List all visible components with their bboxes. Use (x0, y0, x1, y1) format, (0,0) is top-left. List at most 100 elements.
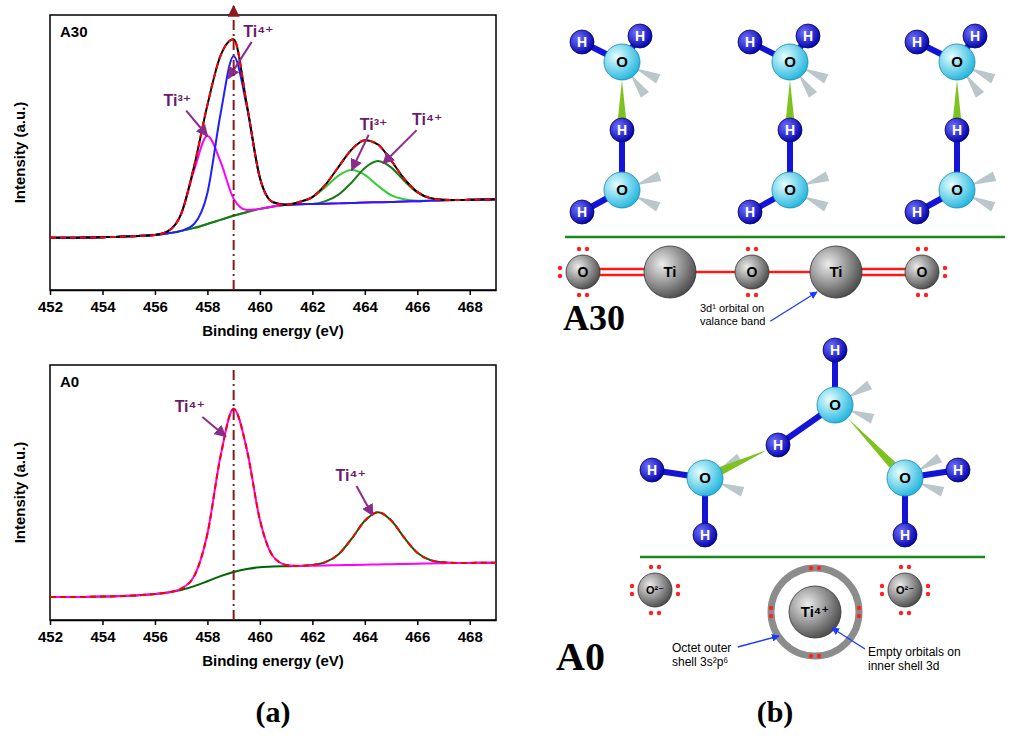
note-arrow (832, 628, 865, 649)
chart-panel: 452454456458460462464466468A0Binding ene… (11, 365, 496, 669)
x-tick-mark (260, 290, 262, 295)
annotation-arrow (356, 486, 372, 515)
annotation-arrow (202, 417, 225, 436)
x-tick-label: 460 (248, 628, 273, 645)
lone-pair-wedge (803, 68, 829, 84)
lone-pair-dot (899, 611, 903, 615)
series-line (50, 136, 496, 238)
atom-label: H (647, 462, 657, 478)
lone-pair-dot (924, 247, 928, 251)
hydrogen-atom: H (570, 200, 594, 224)
atom-label: H (803, 28, 813, 44)
hydrogen-atom: H (738, 200, 762, 224)
oxygen-atom: O (604, 172, 640, 208)
x-tick: 468 (458, 290, 483, 315)
series-line (50, 56, 496, 238)
hydrogen-atom: H (946, 458, 970, 482)
atom-sphere (766, 433, 790, 457)
diagram-note: Octet outer shell 3s²p⁶ (672, 641, 735, 669)
lone-pair-wedge (798, 73, 817, 97)
x-tick-label: 468 (458, 628, 483, 645)
series-line (50, 409, 496, 597)
x-axis-line (51, 620, 497, 622)
x-tick-label: 462 (300, 628, 325, 645)
text-line: Octet outer (672, 641, 735, 655)
atom-sphere (905, 30, 929, 54)
surface-oxygen-atom: O²⁻ (638, 573, 672, 607)
surface-oxygen-atom: O (905, 255, 939, 289)
oxygen-atom: O (817, 387, 853, 423)
lone-pair-dot (809, 566, 813, 570)
atom-sphere (778, 118, 802, 142)
hydrogen-atom: H (796, 24, 820, 48)
hydrogen-atom: H (945, 118, 969, 142)
y-axis-title: Intensity (a.u.) (11, 442, 28, 544)
atom-sphere (604, 172, 640, 208)
lone-pair-dot (907, 565, 911, 569)
panel-title: A0 (60, 373, 79, 390)
x-axis-title: Binding energy (eV) (202, 652, 344, 669)
lone-pair-dot (769, 614, 773, 618)
atom-sphere (628, 24, 652, 48)
atom-label: O (747, 264, 758, 280)
hydrogen-atom: H (778, 118, 802, 142)
atom-sphere (939, 44, 975, 80)
lone-pair-dot (577, 247, 581, 251)
annotation-label: Ti³⁺ (360, 116, 388, 133)
lone-pair-dot (899, 565, 903, 569)
oxygen-atom: O (939, 172, 975, 208)
hydrogen-atom: H (693, 523, 717, 547)
x-tick-label: 454 (90, 298, 116, 315)
lone-pair-dot (676, 584, 680, 588)
atom-sphere (823, 338, 847, 362)
series-line (50, 39, 496, 238)
x-tick-label: 464 (353, 628, 379, 645)
annotation-arrow (352, 135, 369, 170)
atom-label: H (745, 204, 755, 220)
lone-pair-dot (907, 611, 911, 615)
x-tick: 458 (195, 620, 220, 645)
series-line (50, 170, 496, 238)
hydrogen-atom: H (738, 30, 762, 54)
lone-pair-wedge (635, 68, 661, 84)
atom-sphere (640, 458, 664, 482)
annotation-arrow (186, 111, 207, 136)
hydrogen-atom: H (963, 24, 987, 48)
x-tick: 460 (248, 620, 273, 645)
atom-label: O (784, 181, 796, 198)
x-tick-label: 466 (405, 298, 430, 315)
annotation-label: Ti⁴⁺ (412, 111, 442, 128)
x-tick-mark (365, 290, 367, 295)
atom-sphere (810, 246, 862, 298)
series-line (50, 39, 496, 238)
text-line: valance band (700, 315, 765, 327)
x-tick: 464 (353, 290, 379, 315)
lone-pair-dot (809, 654, 813, 658)
atom-label: H (953, 462, 963, 478)
atom-sphere (963, 24, 987, 48)
lone-pair-dot (817, 566, 821, 570)
atom-sphere (604, 44, 640, 80)
lone-pair-dot (649, 611, 653, 615)
x-tick: 464 (353, 620, 379, 645)
plot-frame (50, 15, 496, 290)
lone-pair-dot (916, 247, 920, 251)
surface-oxygen-atom: O (735, 255, 769, 289)
x-tick: 466 (405, 290, 430, 315)
atom-label: H (773, 437, 783, 453)
lone-pair-dot (585, 247, 589, 251)
atom-sphere (638, 573, 672, 607)
hydrogen-atom: H (640, 458, 664, 482)
x-tick-mark (155, 290, 157, 295)
reference-line (233, 6, 235, 620)
x-tick: 468 (458, 620, 483, 645)
titanium-atom: Ti (644, 246, 696, 298)
atom-label: Ti (829, 263, 842, 280)
lone-pair-dot (924, 293, 928, 297)
lone-pair-wedge (917, 454, 942, 471)
plot-frame (50, 365, 496, 620)
atom-sphere (693, 523, 717, 547)
oxygen-atom: O (887, 460, 923, 496)
x-tick-mark (260, 620, 262, 625)
atom-sphere (570, 30, 594, 54)
